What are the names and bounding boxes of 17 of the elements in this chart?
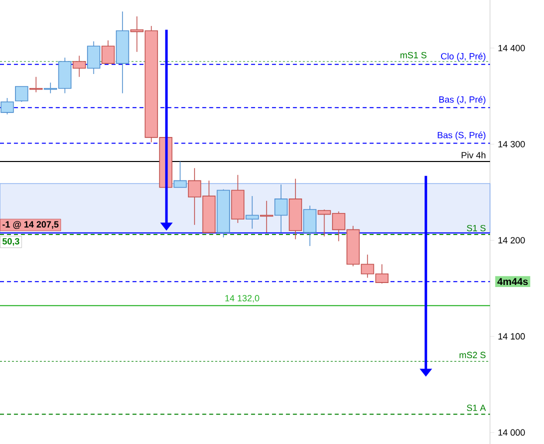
annotation: 50,3 bbox=[2, 238, 20, 246]
y-tick-label: 14 000 bbox=[498, 429, 525, 436]
ref-line-label: Piv 4h bbox=[462, 152, 486, 158]
y-tick-label: 14 100 bbox=[498, 333, 525, 340]
y-tick-label: 14 200 bbox=[498, 237, 525, 244]
y-tick-label: 14 300 bbox=[498, 140, 525, 148]
ref-line-label: Bas (S, Pré) bbox=[438, 132, 486, 140]
ref-line-label: mS1 S bbox=[400, 52, 426, 58]
text: 4m44s bbox=[497, 278, 528, 286]
ref-line-label: 14 132,0 bbox=[225, 295, 260, 302]
ref-line-label: S1 S bbox=[466, 224, 486, 232]
y-tick-label: 14 400 bbox=[498, 44, 525, 52]
ref-line-label: -1 @ 14 207,5 bbox=[2, 221, 59, 229]
ref-line-label: mS2 S bbox=[460, 352, 486, 358]
ref-line-label: S1 A bbox=[466, 404, 486, 412]
ref-line-label: Bas (J, Pré) bbox=[439, 96, 486, 104]
ref-line-label: Clo (J, Pré) bbox=[441, 52, 486, 62]
